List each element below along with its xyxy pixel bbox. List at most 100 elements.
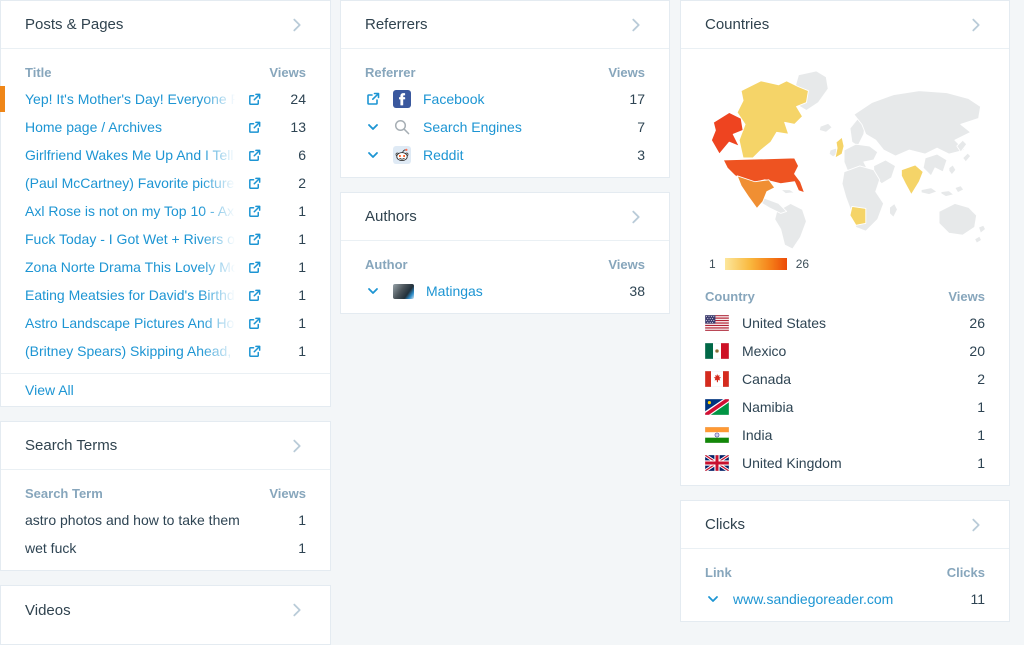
- external-link-icon[interactable]: [247, 120, 262, 135]
- videos-header[interactable]: Videos: [1, 586, 330, 634]
- author-rows: Matingas 38: [365, 277, 645, 305]
- referrer-link[interactable]: Reddit: [423, 147, 464, 163]
- chevron-right-icon[interactable]: [627, 16, 645, 34]
- col-views-label: Views: [269, 485, 306, 501]
- row-lead-icon[interactable]: [365, 283, 381, 299]
- external-link-icon[interactable]: [247, 344, 262, 359]
- chevron-right-icon[interactable]: [288, 16, 306, 34]
- module-title: Posts & Pages: [25, 16, 124, 33]
- table-row: Facebook 17: [365, 85, 645, 113]
- external-link-icon[interactable]: [365, 91, 381, 107]
- chevron-right-icon[interactable]: [967, 16, 985, 34]
- posts-pages-module: Posts & Pages Title Views Yep! It's Moth…: [0, 0, 331, 407]
- views-value: 1: [298, 259, 306, 275]
- post-title-link[interactable]: (Paul McCartney) Favorite pictures, R: [25, 175, 239, 191]
- external-link-icon[interactable]: [247, 232, 262, 247]
- chevron-down-icon[interactable]: [365, 119, 381, 135]
- clicks-module: Clicks Link Clicks www.sandiegoreader.co…: [680, 500, 1010, 622]
- authors-header[interactable]: Authors: [341, 193, 669, 241]
- table-row: Axl Rose is not on my Top 10 - Axl Att 1: [25, 197, 306, 225]
- world-map[interactable]: [681, 49, 1009, 251]
- referrers-header[interactable]: Referrers: [341, 1, 669, 49]
- search-term-rows: astro photos and how to take them 1 wet …: [25, 506, 306, 562]
- table-row: Astro Landscape Pictures And How T 1: [25, 309, 306, 337]
- col-link-label: Link: [705, 564, 732, 580]
- chevron-down-icon[interactable]: [365, 147, 381, 163]
- chevron-down-icon[interactable]: [365, 283, 381, 299]
- col-term-label: Search Term: [25, 485, 103, 501]
- views-value: 7: [637, 119, 645, 135]
- row-lead-icon[interactable]: [365, 119, 381, 135]
- search-terms-module: Search Terms Search Term Views astro pho…: [0, 421, 331, 571]
- post-title-link[interactable]: Astro Landscape Pictures And How T: [25, 315, 239, 331]
- clicks-header[interactable]: Clicks: [681, 501, 1009, 549]
- row-lead-icon[interactable]: [365, 91, 381, 107]
- external-link-icon[interactable]: [247, 148, 262, 163]
- external-link-icon[interactable]: [247, 288, 262, 303]
- author-link[interactable]: Matingas: [426, 283, 483, 299]
- external-link-icon[interactable]: [247, 204, 262, 219]
- external-link-icon[interactable]: [247, 260, 262, 275]
- post-title-link[interactable]: Eating Meatsies for David's Birthday -: [25, 287, 239, 303]
- click-link[interactable]: www.sandiegoreader.com: [733, 591, 894, 607]
- external-link-icon[interactable]: [247, 260, 262, 275]
- post-title-link[interactable]: (Britney Spears) Skipping Ahead, Entr: [25, 343, 239, 359]
- table-row: Canada 2: [705, 365, 985, 393]
- referrer-rows: Facebook 17 Search Engines 7 Reddit 3: [365, 85, 645, 169]
- chevron-right-icon[interactable]: [288, 601, 306, 619]
- search-terms-header[interactable]: Search Terms: [1, 422, 330, 470]
- external-link-icon[interactable]: [247, 316, 262, 331]
- countries-module: Countries: [680, 0, 1010, 486]
- legend-min: 1: [709, 257, 716, 271]
- chevron-right-icon: [293, 603, 301, 617]
- external-link-icon[interactable]: [247, 120, 262, 135]
- chevron-right-icon[interactable]: [627, 208, 645, 226]
- row-lead-icon[interactable]: [705, 591, 721, 607]
- row-lead-icon[interactable]: [365, 147, 381, 163]
- reddit-icon: [393, 146, 411, 164]
- posts-pages-header[interactable]: Posts & Pages: [1, 1, 330, 49]
- external-link-icon[interactable]: [247, 92, 262, 107]
- table-row: wet fuck 1: [25, 534, 306, 562]
- module-title: Search Terms: [25, 437, 118, 454]
- col-referrer-label: Referrer: [365, 64, 416, 80]
- external-link-icon[interactable]: [247, 316, 262, 331]
- external-link-icon[interactable]: [247, 176, 262, 191]
- referrer-link[interactable]: Facebook: [423, 91, 485, 107]
- external-link-icon[interactable]: [247, 92, 262, 107]
- chevron-right-icon: [293, 18, 301, 31]
- countries-header[interactable]: Countries: [681, 1, 1009, 49]
- post-title-link[interactable]: Yep! It's Mother's Day! Everyone Post: [25, 91, 239, 107]
- chevron-right-icon: [632, 210, 640, 223]
- post-title-link[interactable]: Fuck Today - I Got Wet + Rivers of Ca: [25, 231, 239, 247]
- external-link-icon[interactable]: [247, 288, 262, 303]
- post-title-link[interactable]: Axl Rose is not on my Top 10 - Axl Att: [25, 203, 239, 219]
- external-link-icon[interactable]: [247, 176, 262, 191]
- external-link-icon[interactable]: [247, 148, 262, 163]
- table-header: Author Views: [365, 251, 645, 277]
- facebook-icon: [393, 90, 411, 108]
- post-title-link[interactable]: Girlfriend Wakes Me Up And I Tell Her: [25, 147, 239, 163]
- views-value: 2: [298, 175, 306, 191]
- country-flag: [705, 371, 729, 387]
- view-all-link[interactable]: View All: [25, 382, 74, 398]
- table-row: (Paul McCartney) Favorite pictures, R 2: [25, 169, 306, 197]
- chevron-right-icon[interactable]: [288, 437, 306, 455]
- external-link-icon[interactable]: [247, 204, 262, 219]
- post-title-link[interactable]: Home page / Archives: [25, 119, 162, 135]
- legend-gradient-bar: [724, 258, 787, 270]
- views-value: 1: [298, 287, 306, 303]
- views-value: 24: [290, 91, 306, 107]
- chevron-right-icon[interactable]: [967, 516, 985, 534]
- views-value: 17: [629, 91, 645, 107]
- views-value: 2: [977, 371, 985, 387]
- external-link-icon[interactable]: [247, 344, 262, 359]
- post-title-link[interactable]: Zona Norte Drama This Lovely Mornin: [25, 259, 239, 275]
- views-value: 20: [969, 343, 985, 359]
- chevron-down-icon[interactable]: [705, 591, 721, 607]
- flag-mx-icon: [705, 343, 729, 359]
- views-value: 1: [298, 203, 306, 219]
- external-link-icon[interactable]: [247, 232, 262, 247]
- referrer-link[interactable]: Search Engines: [423, 119, 522, 135]
- views-value: 13: [290, 119, 306, 135]
